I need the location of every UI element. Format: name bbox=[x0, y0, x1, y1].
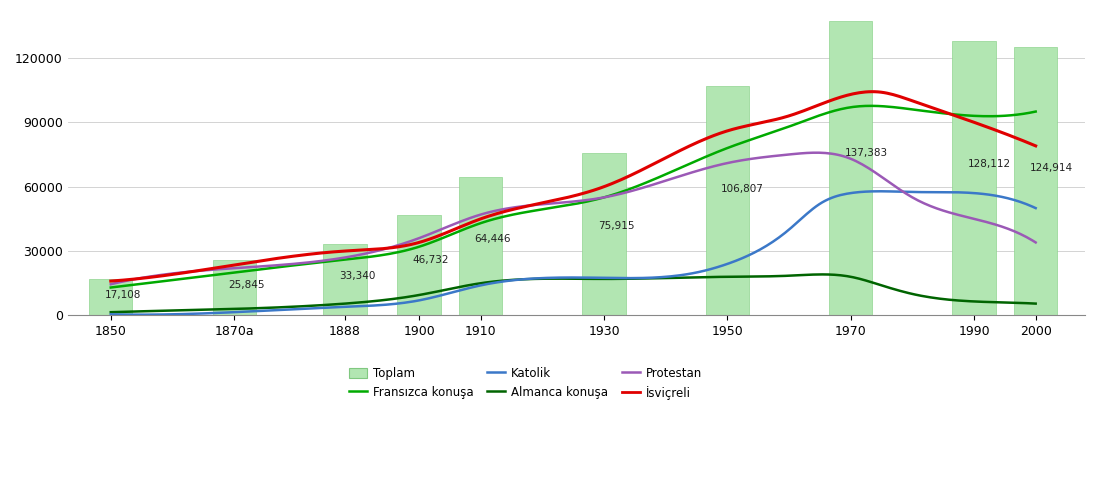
Text: 33,340: 33,340 bbox=[339, 271, 375, 281]
Bar bbox=[706, 86, 749, 316]
Bar bbox=[1014, 48, 1057, 316]
Text: 124,914: 124,914 bbox=[1030, 163, 1072, 173]
Text: 106,807: 106,807 bbox=[722, 184, 764, 194]
Text: 46,732: 46,732 bbox=[412, 256, 450, 266]
Bar bbox=[953, 40, 996, 316]
Text: 128,112: 128,112 bbox=[968, 159, 1011, 169]
Text: 75,915: 75,915 bbox=[598, 221, 635, 231]
Bar bbox=[212, 260, 255, 316]
Text: 64,446: 64,446 bbox=[474, 234, 512, 244]
Bar bbox=[459, 177, 503, 316]
Text: 25,845: 25,845 bbox=[228, 280, 264, 290]
Legend: Toplam, Fransızca konuşa, Katolik, Almanca konuşa, Protestan, İsviçreli: Toplam, Fransızca konuşa, Katolik, Alman… bbox=[349, 366, 702, 400]
Bar bbox=[829, 20, 872, 316]
Text: 137,383: 137,383 bbox=[845, 148, 888, 158]
Bar bbox=[583, 152, 626, 316]
Bar bbox=[397, 215, 441, 316]
Bar bbox=[89, 278, 132, 316]
Text: 17,108: 17,108 bbox=[104, 290, 141, 300]
Bar bbox=[323, 244, 366, 316]
